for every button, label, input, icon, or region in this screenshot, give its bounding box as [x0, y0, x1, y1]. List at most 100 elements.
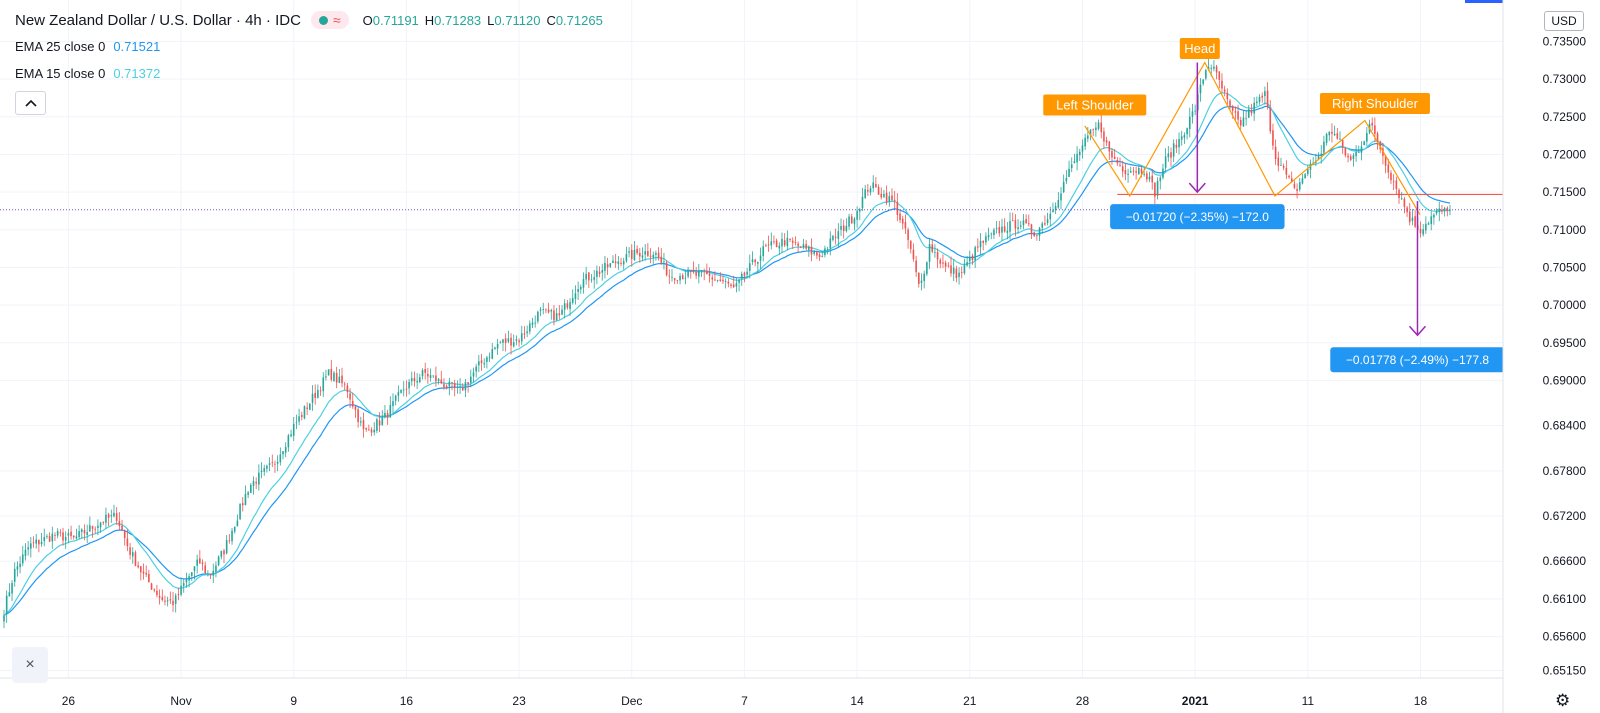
candle	[775, 238, 778, 248]
candle-body	[1089, 129, 1092, 136]
candle-body	[1036, 235, 1038, 237]
candle	[692, 261, 695, 274]
candle-body	[824, 248, 826, 256]
candle-body	[282, 451, 284, 455]
candle	[1427, 221, 1430, 226]
collapse-legend-button[interactable]	[15, 91, 46, 115]
candle-body	[630, 249, 633, 259]
candle	[740, 271, 743, 286]
candle	[622, 257, 625, 270]
candle	[789, 238, 791, 243]
candle-body	[563, 303, 566, 310]
candle-body	[1438, 208, 1441, 213]
legend-ema-25[interactable]: EMA 25 close 0 0.71521	[15, 39, 160, 54]
candle-body	[448, 381, 451, 387]
candle	[349, 388, 351, 408]
ohlc-open: O0.71191	[362, 12, 419, 28]
candle-body	[204, 565, 207, 573]
candle-body	[1341, 140, 1344, 148]
candle-body	[459, 386, 461, 388]
candle	[381, 410, 384, 426]
close-button[interactable]: ×	[12, 647, 48, 683]
candle-body	[223, 550, 225, 555]
candle	[274, 460, 276, 473]
candle-body	[199, 558, 201, 564]
candle-body	[1154, 182, 1156, 197]
candle	[679, 273, 681, 285]
candle-body	[1183, 135, 1186, 138]
candle-body	[360, 421, 362, 423]
candle-body	[1253, 102, 1255, 114]
candle-body	[1403, 198, 1406, 207]
currency-selector[interactable]: USD	[1544, 11, 1584, 31]
candle	[928, 238, 931, 269]
candle-body	[968, 256, 971, 262]
candle	[215, 561, 217, 578]
candle-body	[832, 235, 834, 240]
candle	[368, 424, 370, 431]
candle-body	[142, 571, 145, 574]
candle-body	[689, 270, 692, 273]
candle-body	[620, 262, 622, 264]
price-tick-label: 0.67800	[1543, 464, 1587, 478]
candle	[153, 588, 156, 593]
candle	[574, 285, 577, 305]
candle	[588, 271, 590, 289]
candle-body	[555, 313, 558, 321]
candle-body	[963, 264, 966, 274]
candle-body	[64, 536, 67, 541]
candle	[322, 372, 325, 397]
candle-body	[56, 531, 59, 536]
candle-body	[716, 279, 719, 281]
candle-body	[781, 238, 783, 247]
candle	[8, 583, 11, 597]
candle-body	[408, 381, 410, 389]
candle	[1347, 153, 1349, 163]
price-axis-bg	[1503, 0, 1600, 713]
candle-body	[129, 547, 131, 555]
candle	[655, 250, 657, 261]
market-status-badge[interactable]: ≈	[310, 11, 349, 29]
time-tick-label: 7	[741, 694, 748, 708]
candle-body	[137, 565, 139, 568]
candle	[250, 483, 252, 494]
candle	[1264, 86, 1266, 105]
candle-body	[617, 261, 620, 265]
candle	[480, 354, 483, 371]
measure-label: −0.01778 (−2.49%) −177.8	[1346, 353, 1489, 367]
candle-body	[1390, 172, 1392, 181]
candle-body	[507, 338, 510, 342]
candle	[867, 184, 869, 196]
candle	[708, 267, 711, 283]
candle-body	[19, 563, 21, 568]
candle	[486, 355, 488, 369]
candle	[188, 573, 190, 588]
candle-body	[880, 193, 883, 198]
candle	[384, 405, 386, 419]
candle	[628, 247, 630, 258]
symbol-title[interactable]: New Zealand Dollar / U.S. Dollar · 4h · …	[15, 11, 301, 29]
candle-body	[1188, 116, 1191, 129]
legend-ema-15[interactable]: EMA 15 close 0 0.71372	[15, 66, 160, 81]
candle	[673, 277, 676, 285]
candle	[639, 248, 641, 263]
candle-body	[496, 344, 499, 349]
candle-body	[732, 284, 735, 288]
candle-body	[808, 246, 810, 250]
candle	[504, 333, 507, 352]
candle	[585, 266, 587, 285]
candle-body	[215, 565, 217, 573]
candle-body	[842, 225, 845, 232]
gear-icon[interactable]: ⚙	[1555, 691, 1571, 710]
candle-body	[987, 235, 990, 238]
candle	[3, 609, 5, 629]
candle-body	[381, 417, 384, 426]
candle	[386, 409, 389, 425]
candle-body	[1159, 177, 1162, 182]
candle-body	[1408, 211, 1411, 223]
candle	[762, 240, 765, 262]
candle	[907, 227, 909, 249]
candle	[1017, 219, 1019, 234]
candle-body	[714, 279, 716, 281]
